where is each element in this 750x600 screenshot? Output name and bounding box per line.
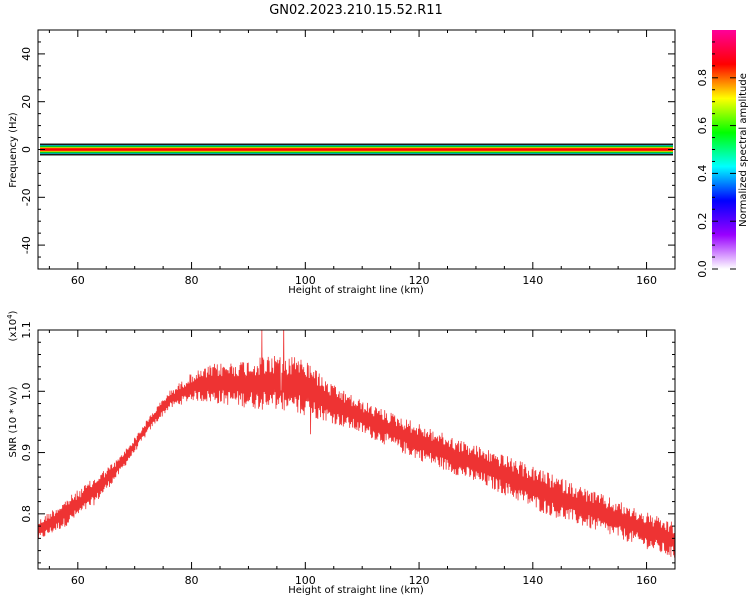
snr-x-axis: 60 80 100 120 140 160 <box>48 330 676 587</box>
colorbar-axis: 0.0 0.2 0.4 0.6 0.8 <box>696 41 736 278</box>
snr-y-axis-label: SNR (10 * v/v) <box>8 386 19 457</box>
heatmap-y-tick-label: -40 <box>20 236 33 254</box>
heatmap-x-axis: 60 80 100 120 140 160 <box>48 30 676 287</box>
snr-y-axis: 0.8 0.9 1.0 1.1 <box>20 321 675 564</box>
snr-x-tick-label: 160 <box>636 574 657 587</box>
snr-x-tick-label: 80 <box>185 574 199 587</box>
snr-y-tick-label: 0.8 <box>20 505 33 523</box>
heatmap-x-tick-label: 60 <box>71 274 85 287</box>
heatmap-y-tick-label: 20 <box>20 95 33 109</box>
colorbar-label: Normalized spectral amplitude <box>738 73 749 227</box>
heatmap-y-axis: -40 -20 0 20 40 <box>20 29 675 270</box>
snr-panel: 60 80 100 120 140 160 0.8 0.9 1.0 1.1 Height of … <box>6 310 676 596</box>
colorbar-tick-label: 0.2 <box>696 212 709 230</box>
chart-title: GN02.2023.210.15.52.R11 <box>269 3 443 18</box>
snr-x-axis-label: Height of straight line (km) <box>288 585 424 596</box>
snr-y-tick-label: 1.0 <box>20 383 33 401</box>
snr-x-tick-label: 140 <box>522 574 543 587</box>
heatmap-panel: 60 80 100 120 140 160 -40 -20 0 20 40 Height of s… <box>8 29 676 296</box>
snr-x-tick-label: 100 <box>295 574 316 587</box>
heatmap-y-tick-label: 40 <box>20 47 33 61</box>
snr-frame <box>37 329 676 570</box>
heatmap-x-tick-label: 100 <box>295 274 316 287</box>
heatmap-band-layer <box>40 148 673 151</box>
heatmap-y-tick-label: 0 <box>20 146 33 153</box>
heatmap-x-tick-label: 160 <box>636 274 657 287</box>
snr-y-exponent-label: (x104) <box>6 310 19 341</box>
heatmap-y-axis-label: Frequency (Hz) <box>8 112 19 188</box>
heatmap-x-axis-label: Height of straight line (km) <box>288 285 424 296</box>
snr-x-tick-label: 120 <box>409 574 430 587</box>
colorbar-bar <box>712 30 736 269</box>
heatmap-x-tick-label: 80 <box>185 274 199 287</box>
heatmap-content <box>40 143 673 156</box>
snr-y-tick-label: 0.9 <box>20 444 33 462</box>
heatmap-x-tick-label: 120 <box>409 274 430 287</box>
snr-series-line <box>38 330 675 558</box>
colorbar-tick-label: 0.4 <box>696 165 709 183</box>
snr-line-content <box>38 330 675 558</box>
heatmap-x-tick-label: 140 <box>522 274 543 287</box>
snr-plot-area <box>38 330 675 569</box>
snr-y-tick-label: 1.1 <box>20 321 33 339</box>
snr-x-tick-label: 60 <box>71 574 85 587</box>
heatmap-y-tick-label: -20 <box>20 188 33 206</box>
colorbar-tick-label: 0.8 <box>696 69 709 87</box>
colorbar-tick-label: 0.6 <box>696 117 709 135</box>
colorbar-tick-label: 0.0 <box>696 260 709 278</box>
colorbar: 0.0 0.2 0.4 0.6 0.8 Normalized spectral ampl… <box>696 30 749 278</box>
